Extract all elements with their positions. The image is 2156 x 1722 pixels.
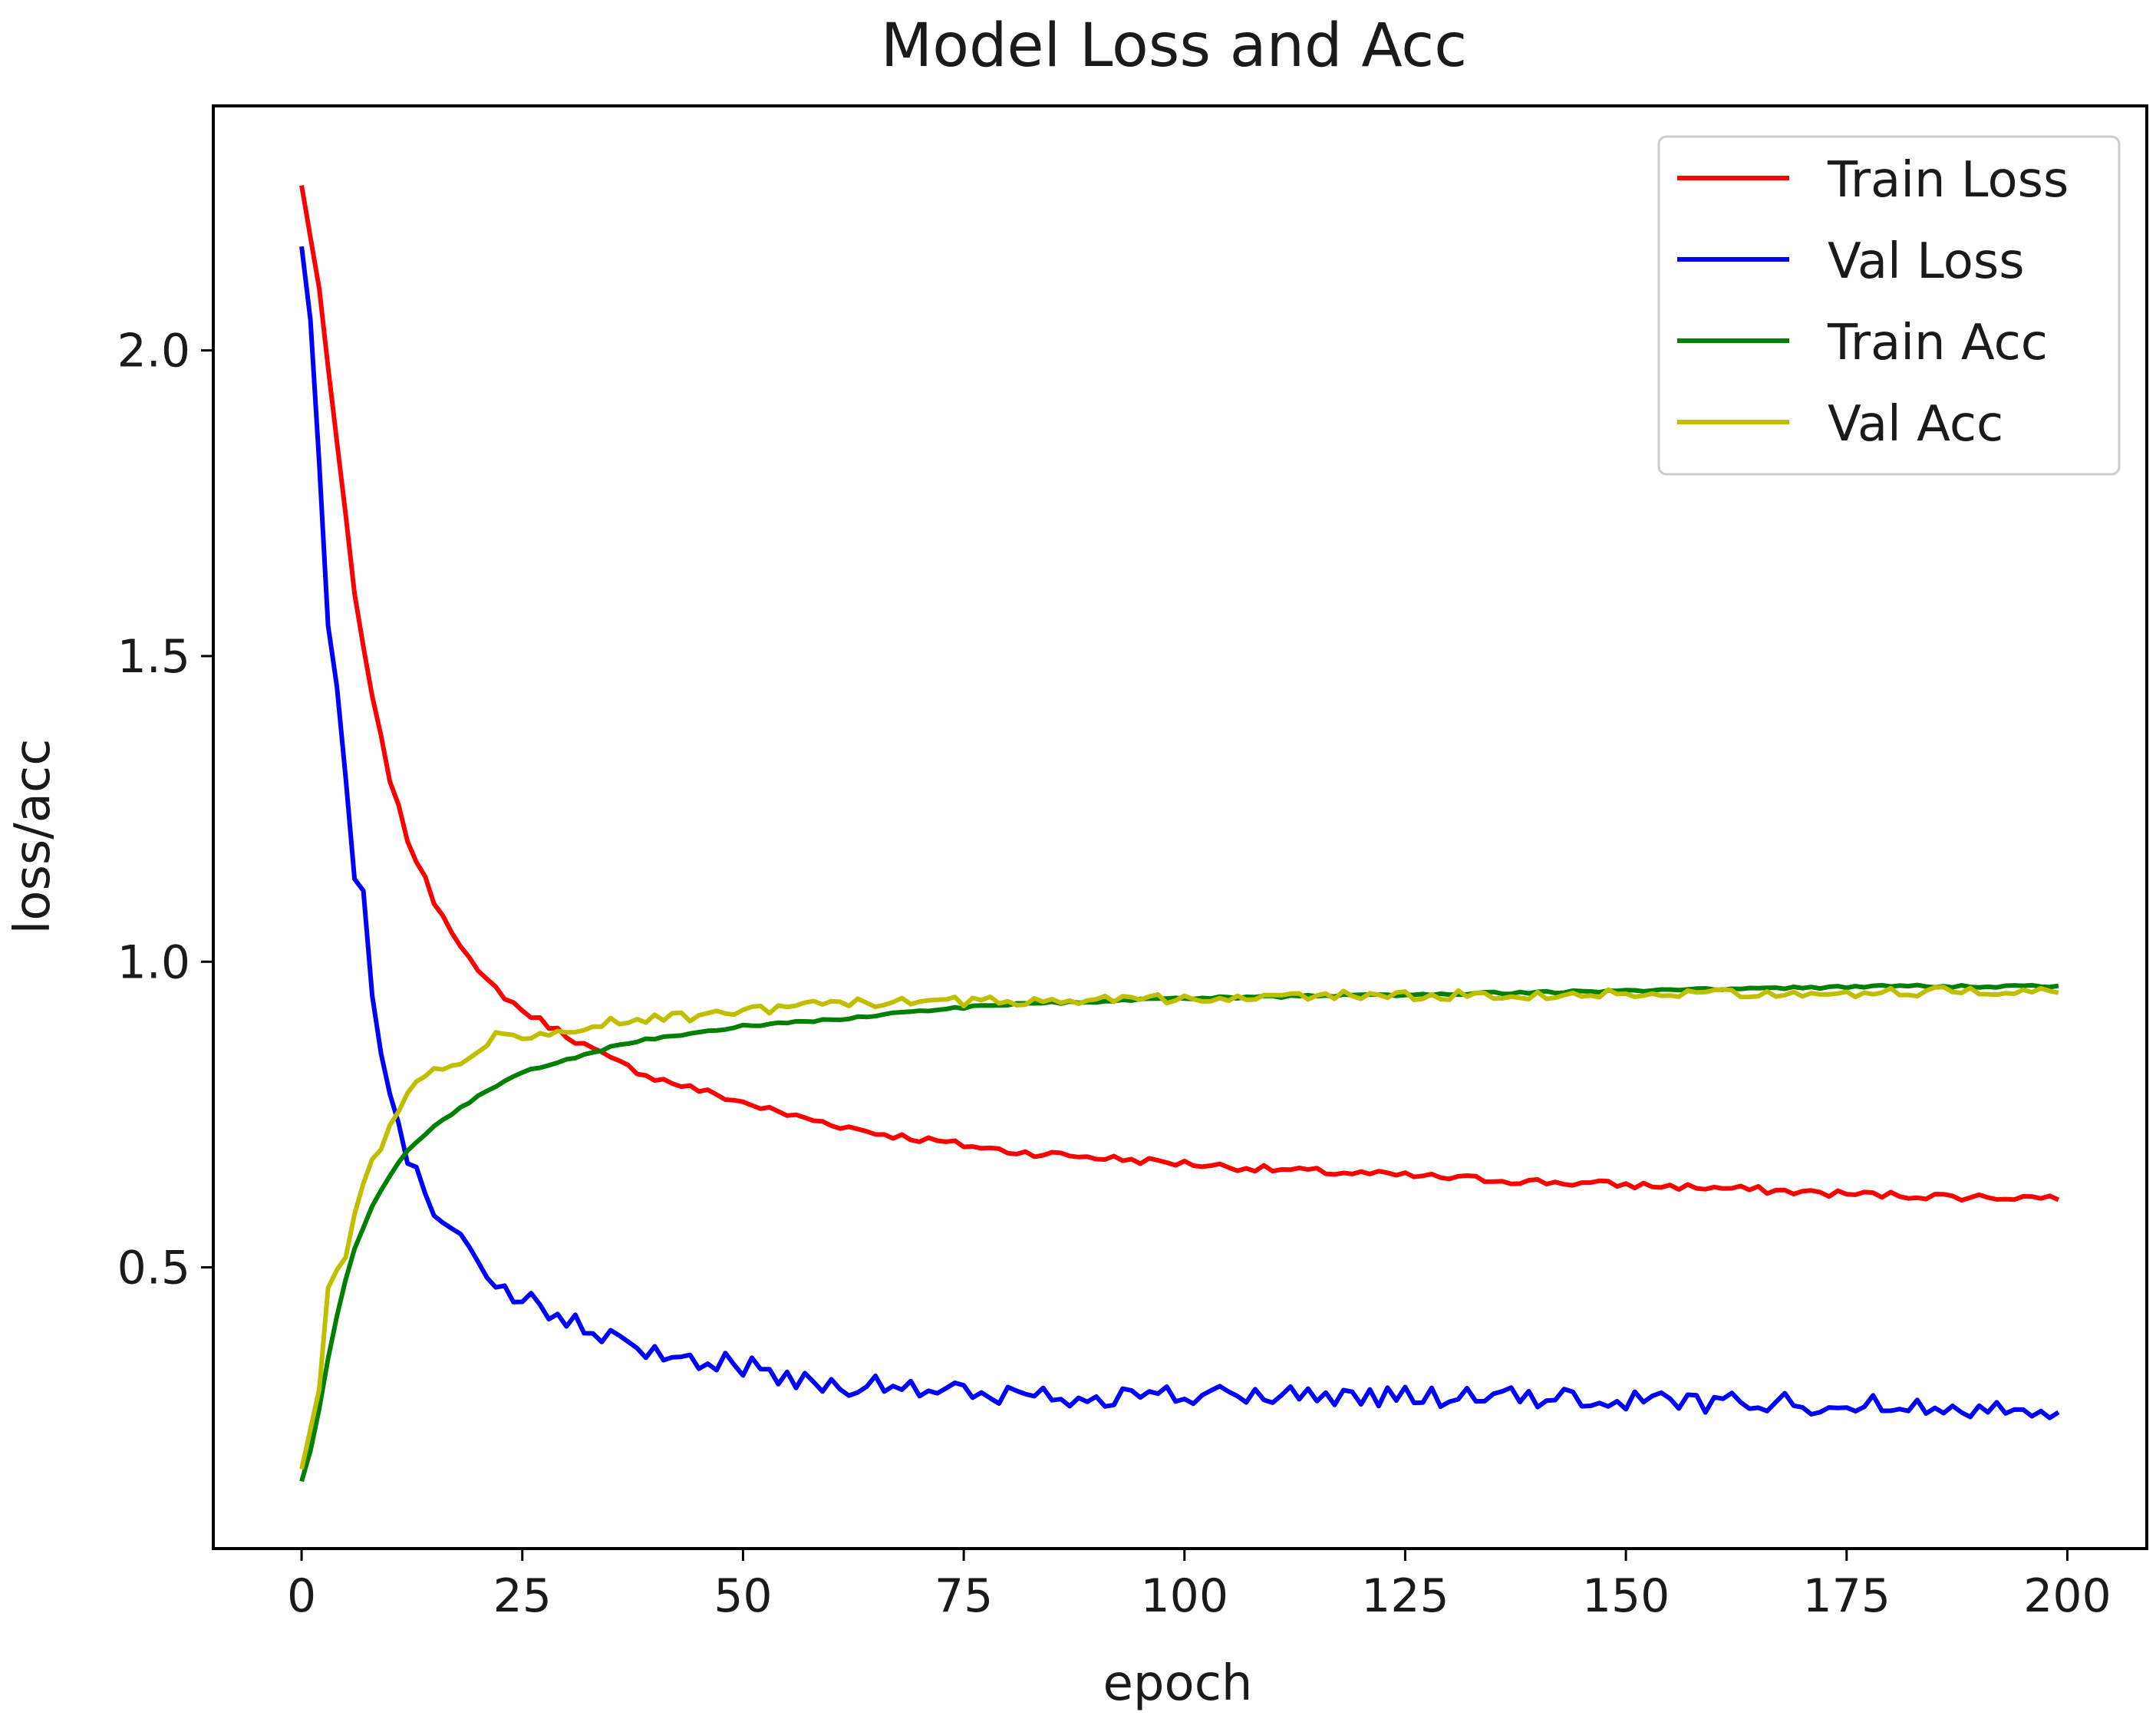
x-tick-label: 175: [1803, 1569, 1891, 1623]
series-layer: [299, 185, 2060, 1483]
y-tick-label: 2.0: [117, 325, 190, 378]
legend-label: Val Loss: [1828, 233, 2025, 290]
series-line-val-acc: [299, 985, 2059, 1470]
x-tick-label: 100: [1140, 1569, 1228, 1623]
y-axis: 0.5 1.0 1.5 2.0: [117, 325, 213, 1295]
legend-label: Train Loss: [1827, 152, 2069, 209]
x-tick-label: 0: [287, 1569, 316, 1623]
series-line-train-loss: [299, 185, 2060, 1203]
x-tick-label: 150: [1582, 1569, 1670, 1623]
legend-label: Train Acc: [1827, 315, 2048, 371]
series-line-val-loss: [299, 246, 2060, 1420]
plot-frame: [212, 104, 2148, 1550]
y-tick-label: 1.5: [117, 630, 190, 684]
x-axis: 0 25 50 75 100 125 150 175 200: [287, 1549, 2111, 1623]
y-axis-label: loss/acc: [5, 739, 61, 935]
y-tick-label: 0.5: [117, 1242, 190, 1295]
legend: Train Loss Val Loss Train Acc Val Acc: [1657, 135, 2121, 476]
chart-title: Model Loss and Acc: [881, 12, 1467, 81]
x-tick-label: 25: [493, 1569, 552, 1623]
legend-box: [1657, 135, 2121, 476]
y-tick-label: 1.0: [117, 935, 190, 989]
legend-label: Val Acc: [1828, 396, 2003, 453]
x-tick-label: 125: [1361, 1569, 1449, 1623]
x-tick-label: 75: [935, 1569, 993, 1623]
x-tick-label: 200: [2023, 1569, 2111, 1623]
x-tick-label: 50: [714, 1569, 772, 1623]
x-axis-label: epoch: [1103, 1655, 1253, 1712]
plot-area: 0 25 50 75 100 125 150 175 200 0.5 1.0 1.5 2.0: [117, 104, 2148, 1623]
